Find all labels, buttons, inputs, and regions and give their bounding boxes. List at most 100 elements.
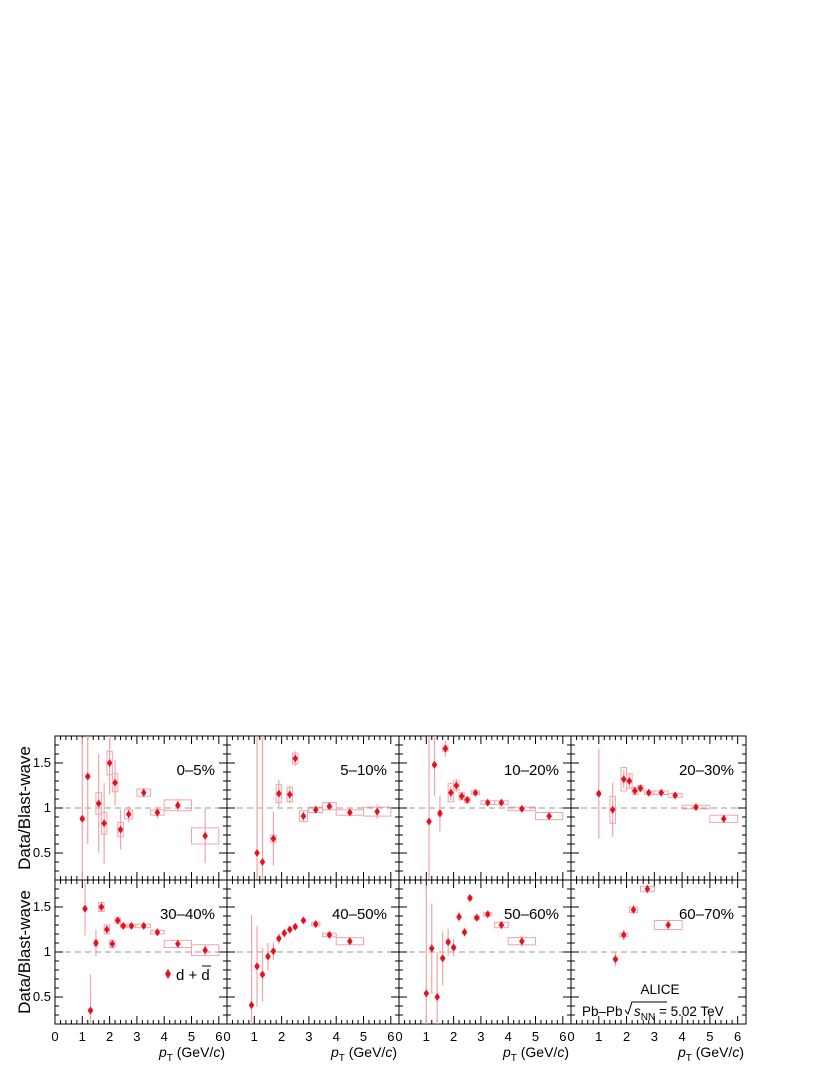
legend-text: d + d — [176, 967, 210, 984]
y-tick-label: 0.5 — [33, 989, 51, 1004]
data-point — [300, 812, 307, 821]
data-point — [84, 772, 91, 781]
panel-label: 60–70% — [679, 906, 734, 923]
x-tick-label: 3 — [477, 1029, 484, 1044]
legend-marker — [165, 969, 171, 979]
syst-box — [298, 810, 309, 823]
data-points — [248, 915, 365, 1024]
panel-label: 40–50% — [332, 906, 387, 923]
y-tick-label: 0.5 — [33, 845, 51, 860]
x-tick-label: 3 — [305, 1029, 312, 1044]
data-point — [254, 849, 260, 857]
x-axis-title: pT (GeV/c) — [158, 1044, 225, 1064]
data-point — [464, 795, 471, 804]
data-point — [79, 814, 86, 823]
x-tick-label: 3 — [651, 1029, 658, 1044]
data-point — [270, 834, 277, 843]
data-point — [202, 946, 208, 955]
panel-7: 0 1 2 3 4 5 6pT (GeV/c) 50–60% — [395, 879, 572, 1064]
panel-1: 0.5 1 1.5 0–5% — [33, 735, 228, 881]
x-tick-label: 1 — [251, 1029, 258, 1044]
x-tick-label: 6 — [559, 1029, 566, 1044]
data-point — [498, 921, 505, 929]
data-point — [140, 788, 147, 797]
x-tick-label: 5 — [360, 1029, 367, 1044]
data-point — [620, 775, 627, 784]
data-point — [426, 817, 432, 826]
x-tick-label: 6 — [387, 1029, 394, 1044]
panel-4: 20–30% — [570, 735, 747, 881]
legend: d + d — [165, 965, 211, 984]
data-point — [467, 894, 473, 902]
data-point — [474, 913, 480, 922]
data-point — [154, 808, 161, 817]
x-tick-label: 2 — [450, 1029, 457, 1044]
data-point — [632, 786, 638, 795]
panel-label: 30–40% — [160, 906, 215, 923]
panel-3: 10–20% — [398, 735, 572, 881]
data-point — [128, 921, 135, 930]
data-point — [276, 934, 282, 943]
data-point — [82, 904, 88, 913]
data-point — [484, 910, 491, 919]
data-point — [453, 781, 460, 790]
y-tick-label: 1 — [44, 944, 51, 959]
data-point — [450, 943, 457, 952]
y-tick-label: 1.5 — [33, 755, 51, 770]
y-tick-label: 1 — [44, 800, 51, 815]
panel-label: 10–20% — [504, 762, 559, 779]
data-point — [254, 962, 260, 971]
data-points — [79, 736, 220, 880]
panel-label: 5–10% — [340, 762, 387, 779]
data-points — [595, 748, 739, 839]
x-tick-label: 5 — [706, 1029, 713, 1044]
data-points — [426, 736, 564, 880]
data-point — [428, 944, 435, 953]
data-point — [448, 788, 454, 797]
data-point — [259, 858, 266, 866]
data-point — [644, 885, 651, 893]
data-point — [658, 788, 665, 797]
data-point — [114, 916, 121, 925]
data-point — [281, 929, 288, 938]
data-point — [445, 938, 451, 947]
x-tick-label: 5 — [188, 1029, 195, 1044]
data-point — [374, 807, 380, 816]
data-point — [665, 921, 672, 929]
data-point — [519, 937, 525, 946]
x-tick-label: 0 — [223, 1029, 230, 1044]
panel-label: 0–5% — [177, 762, 215, 779]
panel-frame — [570, 735, 747, 881]
x-tick-label: 2 — [623, 1029, 630, 1044]
data-point — [456, 912, 462, 921]
panel-6: 0 1 2 3 4 5 6pT (GeV/c) 40–50% — [223, 879, 400, 1064]
x-tick-label: 4 — [678, 1029, 685, 1044]
x-tick-label: 5 — [532, 1029, 539, 1044]
data-point — [140, 921, 147, 930]
data-points — [423, 885, 537, 1024]
data-point — [101, 819, 107, 828]
data-point — [442, 744, 449, 753]
x-tick-label: 3 — [133, 1029, 140, 1044]
x-tick-label: 4 — [505, 1029, 512, 1044]
data-point — [312, 805, 319, 814]
experiment-info: ALICE Pb–Pb sNN = 5.02 TeV — [582, 982, 724, 1023]
data-point — [104, 925, 110, 934]
data-point — [93, 939, 99, 947]
data-point — [626, 777, 633, 785]
data-point — [498, 798, 505, 807]
data-point — [423, 989, 430, 998]
data-point — [248, 1001, 255, 1010]
data-point — [292, 754, 299, 763]
collision-system: Pb–Pb — [582, 1004, 623, 1019]
x-tick-label: 6 — [734, 1029, 741, 1044]
data-point — [120, 921, 127, 930]
x-tick-label: 4 — [161, 1029, 168, 1044]
data-point — [672, 791, 678, 800]
energy-label: sNN = 5.02 TeV — [634, 1004, 724, 1023]
data-point — [286, 925, 293, 934]
x-tick-label: 1 — [79, 1029, 86, 1044]
data-point — [347, 808, 353, 817]
x-tick-label: 0 — [395, 1029, 402, 1044]
